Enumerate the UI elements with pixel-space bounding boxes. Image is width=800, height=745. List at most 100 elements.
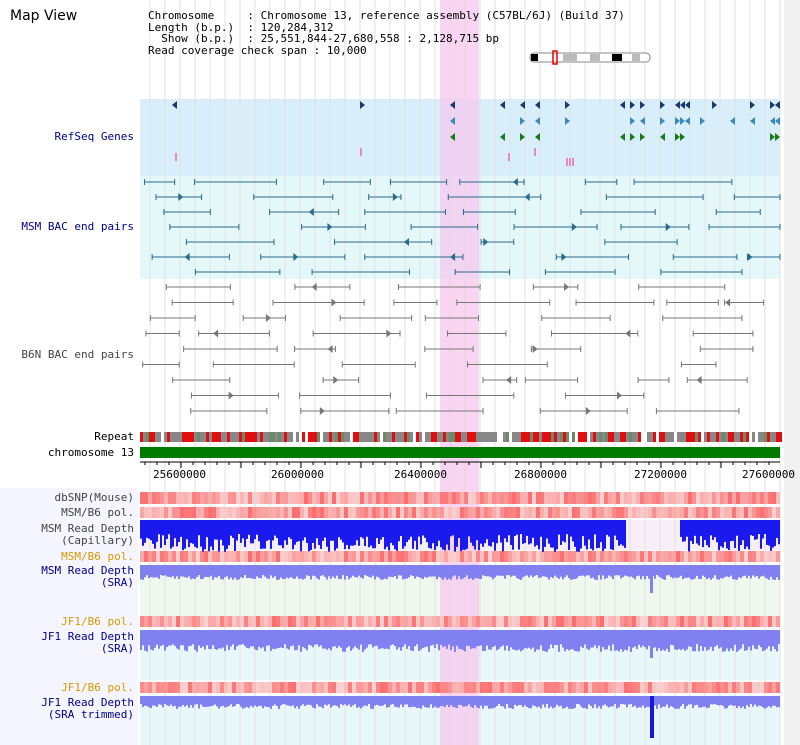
jf1-sra-depth-bar (278, 630, 280, 649)
dbsnp-heat-cell (684, 492, 688, 504)
msm-b6-pol-heat-cell (220, 507, 224, 518)
repeat-segment (572, 432, 575, 442)
dbsnp-heat-cell (140, 492, 144, 504)
jf1-sra-depth-bar (254, 630, 256, 650)
track-label-msm-bac[interactable]: MSM BAC end pairs (21, 220, 134, 233)
jf1-b6-pol-2-heat-cell (436, 682, 440, 693)
dbsnp-heat-cell (508, 492, 512, 504)
jf1-sra-depth-bar (414, 630, 416, 647)
dbsnp-heat-cell (448, 492, 452, 504)
msm-sra-depth-bar (756, 565, 758, 577)
track-label-msm-depth-sra-sub: (SRA) (100, 576, 134, 589)
refseq-exon-mark (508, 153, 510, 161)
dbsnp-heat-cell (236, 492, 240, 504)
jf1-b6-pol-2-heat-cell (776, 682, 780, 693)
msm-b6-pol-heat-cell (232, 507, 236, 518)
track-label-b6n-bac[interactable]: B6N BAC end pairs (21, 348, 134, 361)
track-label-jf1-b6-pol-2[interactable]: JF1/B6 pol. (61, 681, 134, 694)
msm-capillary-depth-bar (458, 520, 460, 538)
jf1-b6-pol-heat-cell (640, 616, 644, 627)
msm-sra-depth-bar (468, 565, 470, 580)
jf1-sra-depth-bar (380, 630, 382, 649)
track-label-chromosome[interactable]: chromosome 13 (47, 446, 134, 459)
repeat-segment (749, 432, 752, 442)
msm-b6-pol-2-heat-cell (776, 551, 780, 562)
msm-capillary-depth-bar (456, 520, 458, 547)
jf1-trimmed-depth-bar (674, 696, 676, 709)
jf1-sra-depth-bar (660, 630, 662, 651)
msm-capillary-depth-bar (274, 520, 276, 536)
jf1-trimmed-depth-bar (700, 696, 702, 708)
msm-sra-depth-bar (492, 565, 494, 580)
msm-sra-depth-bar (694, 565, 696, 579)
refseq-exon-mark (572, 158, 574, 166)
jf1-sra-depth-bar (758, 630, 760, 646)
jf1-trimmed-depth-bar (702, 696, 704, 707)
msm-b6-pol-2-heat-cell (380, 551, 384, 562)
msm-sra-depth-bar (208, 565, 210, 578)
track-label-refseq[interactable]: RefSeq Genes (54, 130, 134, 143)
track-label-jf1-b6-pol-1[interactable]: JF1/B6 pol. (61, 615, 134, 628)
msm-b6-pol-heat-cell (620, 507, 624, 518)
jf1-trimmed-depth-bar (220, 696, 222, 707)
vertical-scrollbar-track (784, 0, 800, 745)
msm-capillary-depth-bar (508, 520, 510, 536)
msm-capillary-depth-bar (768, 520, 770, 546)
msm-capillary-depth-bar (370, 520, 372, 546)
jf1-b6-pol-heat-cell (428, 616, 432, 627)
msm-sra-depth-bar (166, 565, 168, 577)
msm-b6-pol-2-heat-cell (408, 551, 412, 562)
track-label-msm-depth-capillary[interactable]: MSM Read Depth (41, 522, 134, 535)
jf1-sra-depth-bar (370, 630, 372, 645)
track-label-repeat[interactable]: Repeat (94, 430, 134, 443)
jf1-sra-depth-bar (554, 630, 556, 645)
jf1-sra-depth-bar (252, 630, 254, 647)
msm-capillary-depth-bar (522, 520, 524, 544)
jf1-trimmed-depth-bar (728, 696, 730, 706)
repeat-segment (764, 432, 767, 442)
msm-capillary-depth-bar (550, 520, 552, 548)
jf1-trimmed-depth-bar (244, 696, 246, 708)
jf1-b6-pol-heat-cell (336, 616, 340, 627)
track-label-msm-depth-sra[interactable]: MSM Read Depth (41, 564, 134, 577)
jf1-sra-depth-bar-spike (650, 630, 653, 658)
jf1-trimmed-depth-bar (432, 696, 434, 708)
repeat-segment (296, 432, 299, 442)
track-label-msm-b6-pol-2[interactable]: MSM/B6 pol. (61, 550, 134, 563)
msm-sra-depth-bar (366, 565, 368, 576)
track-label-msm-b6-pol-1[interactable]: MSM/B6 pol. (61, 506, 134, 519)
msm-sra-depth-bar (316, 565, 318, 579)
repeat-segment (353, 432, 356, 442)
jf1-sra-depth-bar (766, 630, 768, 649)
jf1-trimmed-depth-bar (314, 696, 316, 709)
jf1-b6-pol-heat-cell (644, 616, 648, 627)
msm-sra-depth-bar (164, 565, 166, 576)
dbsnp-heat-cell (628, 492, 632, 504)
msm-b6-pol-2-heat-cell (180, 551, 184, 562)
jf1-sra-depth-bar (454, 630, 456, 652)
msm-b6-pol-heat-cell (212, 507, 216, 518)
jf1-sra-depth-bar (250, 630, 252, 647)
jf1-sra-depth-bar (418, 630, 420, 651)
msm-b6-pol-2-heat-cell (184, 551, 188, 562)
track-label-jf1-depth-trimmed[interactable]: JF1 Read Depth (41, 696, 134, 709)
msm-capillary-depth-bar (726, 520, 728, 549)
msm-b6-pol-2-heat-cell (516, 551, 520, 562)
jf1-trimmed-depth-bar (526, 696, 528, 707)
repeat-segment (548, 432, 551, 442)
msm-capillary-depth-bar (616, 520, 618, 540)
msm-capillary-depth-bar (384, 520, 386, 550)
repeat-segment (557, 432, 560, 442)
track-label-dbsnp[interactable]: dbSNP(Mouse) (54, 491, 134, 504)
jf1-b6-pol-heat-cell (524, 616, 528, 627)
jf1-sra-depth-bar (738, 630, 740, 651)
jf1-b6-pol-2-heat-cell (624, 682, 628, 693)
msm-sra-depth-bar (330, 565, 332, 579)
msm-capillary-depth-bar (162, 520, 164, 536)
jf1-trimmed-depth-bar (412, 696, 414, 707)
jf1-sra-depth-bar (516, 630, 518, 651)
jf1-trimmed-depth-bar (430, 696, 432, 705)
track-label-jf1-depth-sra[interactable]: JF1 Read Depth (41, 630, 134, 643)
msm-capillary-depth-bar (204, 520, 206, 550)
